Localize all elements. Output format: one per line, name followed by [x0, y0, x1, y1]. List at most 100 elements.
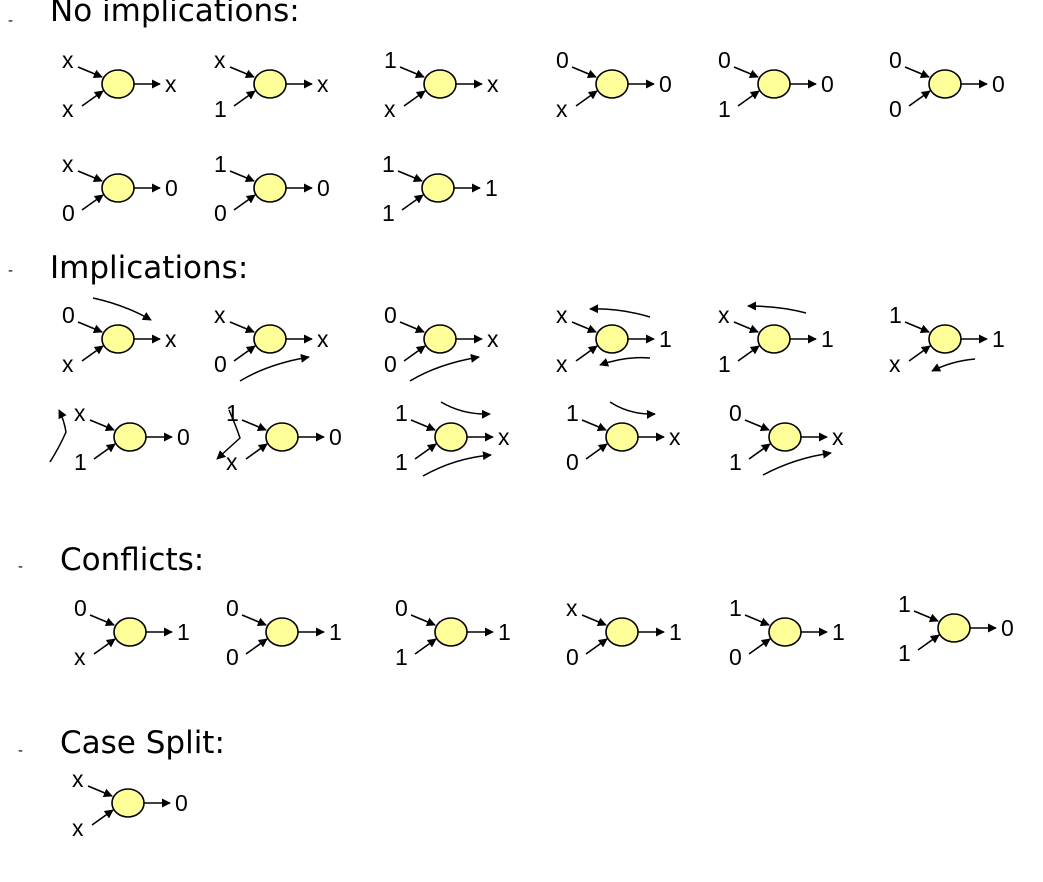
input-bottom-value: 0	[62, 200, 75, 226]
gate-11: x 0 x	[214, 302, 329, 382]
gate-node	[434, 422, 468, 452]
input-bottom-value: x	[384, 96, 396, 122]
gate-13: xx 1	[556, 302, 672, 377]
input-bottom-arrow	[748, 443, 771, 460]
input-bottom-arrow	[81, 194, 104, 211]
implication-arrow	[762, 449, 832, 476]
output-value: x	[498, 424, 510, 450]
output-value: 0	[329, 424, 342, 450]
implication-arrow	[931, 358, 976, 372]
input-top-arrow	[904, 321, 930, 334]
input-top-value: 1	[889, 302, 902, 328]
input-top-value: x	[62, 47, 74, 73]
input-top-arrow	[77, 66, 103, 79]
input-bottom-arrow	[233, 194, 256, 211]
input-bottom-arrow	[585, 638, 608, 655]
input-top-arrow	[397, 170, 423, 183]
input-top-value: 0	[718, 47, 731, 73]
section-title-no-implications: No implications:	[50, 0, 300, 29]
gate-24: x 0 1	[566, 595, 682, 670]
input-top-value: x	[566, 595, 578, 621]
input-top-value: x	[556, 302, 568, 328]
output-value: x	[487, 71, 499, 97]
output-value: 1	[329, 619, 342, 645]
input-top-arrow	[744, 419, 770, 432]
input-bottom-arrow	[414, 638, 437, 655]
gate-node	[937, 613, 971, 643]
output-value: x	[165, 326, 177, 352]
implication-arrow	[216, 409, 241, 460]
gate-node	[768, 617, 802, 647]
input-top-arrow	[744, 614, 770, 627]
input-bottom-value: 1	[718, 96, 731, 122]
input-top-value: 0	[74, 595, 87, 621]
gate-node	[265, 617, 299, 647]
input-bottom-arrow	[737, 345, 760, 362]
input-bottom-arrow	[81, 90, 104, 107]
gate-node	[757, 69, 791, 99]
input-bottom-value: x	[62, 96, 74, 122]
input-bottom-value: 1	[214, 96, 227, 122]
input-top-arrow	[581, 419, 607, 432]
input-top-arrow	[399, 321, 425, 334]
input-bottom-arrow	[748, 638, 771, 655]
input-bottom-arrow	[575, 90, 598, 107]
output-value: 1	[498, 619, 511, 645]
output-value: 0	[317, 175, 330, 201]
input-bottom-value: 0	[566, 644, 579, 670]
input-bottom-arrow	[233, 90, 256, 107]
gate-node	[595, 69, 629, 99]
gate-node	[423, 69, 457, 99]
input-top-arrow	[904, 66, 930, 79]
implication-arrow	[409, 353, 480, 382]
output-value: 0	[165, 175, 178, 201]
section-title-conflicts: Conflicts:	[60, 542, 205, 578]
gate-20: 0 1 x	[729, 400, 844, 476]
input-top-value: 1	[226, 400, 239, 426]
implication-arrow	[422, 451, 492, 477]
output-value: x	[317, 71, 329, 97]
input-top-arrow	[89, 614, 115, 627]
input-bottom-value: x	[74, 644, 86, 670]
gate-node	[421, 173, 455, 203]
input-top-arrow	[229, 170, 255, 183]
input-bottom-value: 1	[718, 351, 731, 377]
gate-node	[928, 69, 962, 99]
output-value: 1	[669, 619, 682, 645]
gate-node	[605, 617, 639, 647]
input-bottom-arrow	[233, 345, 256, 362]
input-bottom-value: x	[62, 351, 74, 377]
output-value: x	[165, 71, 177, 97]
input-bottom-value: 0	[729, 644, 742, 670]
gate-5: 0 1 0	[718, 47, 834, 122]
input-bottom-arrow	[81, 345, 104, 362]
input-top-value: 1	[898, 591, 911, 617]
implication-arrow	[49, 409, 67, 463]
gate-node	[253, 69, 287, 99]
input-top-value: 1	[395, 400, 408, 426]
output-value: 0	[1001, 615, 1014, 641]
input-bottom-arrow	[403, 345, 426, 362]
output-value: x	[487, 326, 499, 352]
input-bottom-arrow	[93, 443, 116, 460]
input-bottom-arrow	[245, 638, 268, 655]
input-top-value: x	[62, 151, 74, 177]
gate-6: 0 0 0	[889, 47, 1005, 122]
input-bottom-value: x	[556, 351, 568, 377]
gate-12: 0 0 x	[384, 302, 499, 382]
implication-arrow	[92, 297, 152, 321]
gate-4: 0 x 0	[556, 47, 672, 122]
gate-18: 1 1 x	[395, 400, 510, 477]
input-top-value: x	[214, 302, 226, 328]
gate-1: xxx	[62, 47, 177, 122]
input-bottom-arrow	[93, 638, 116, 655]
gate-19: 1 0 x	[566, 400, 681, 475]
input-bottom-arrow	[575, 345, 598, 362]
implication-arrow	[599, 356, 651, 367]
input-bottom-value: 0	[384, 351, 397, 377]
input-top-value: 0	[556, 47, 569, 73]
gate-23: 0 1 1	[395, 595, 511, 670]
output-value: x	[317, 326, 329, 352]
gate-node	[434, 617, 468, 647]
output-value: 0	[659, 71, 672, 97]
